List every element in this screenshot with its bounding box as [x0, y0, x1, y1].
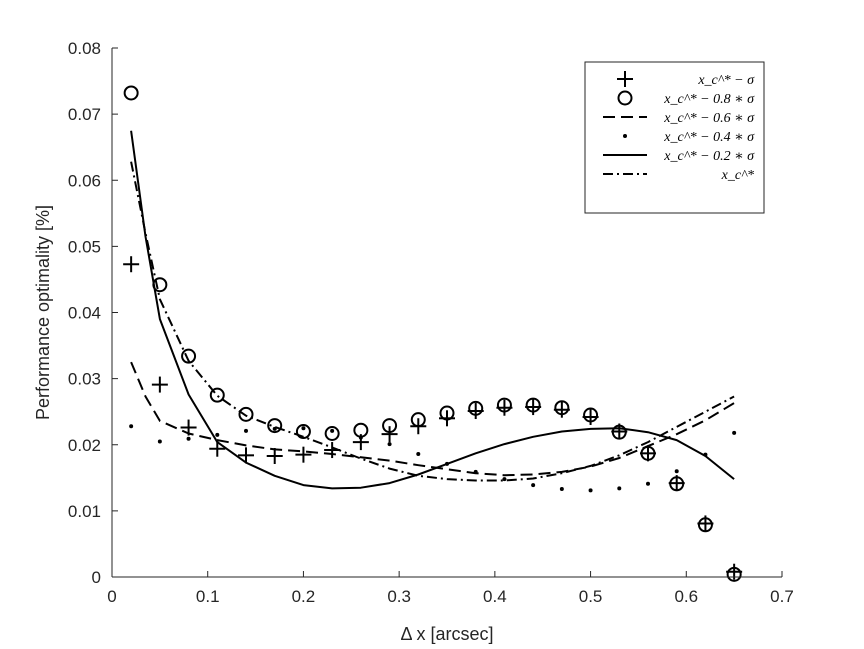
x-tick-label: 0.6 [674, 587, 698, 606]
legend-item: x_c^* − 0.4 ∗ σ [623, 130, 755, 145]
y-tick-label: 0.01 [68, 502, 101, 521]
series-6 [130, 161, 735, 482]
data-point [324, 426, 340, 442]
y-tick-label: 0.05 [68, 237, 101, 256]
legend-marker [623, 134, 627, 138]
data-point [244, 428, 248, 433]
data-point [238, 406, 254, 422]
data-point [123, 256, 140, 273]
data-point [669, 476, 685, 492]
data-point [267, 418, 283, 434]
legend-label: x_c^* − 0.2 ∗ σ [663, 149, 755, 164]
data-point [266, 447, 283, 464]
data-point [123, 85, 139, 101]
data-point [410, 412, 426, 428]
legend-box [584, 61, 765, 214]
data-point [554, 400, 570, 416]
data-point [295, 446, 312, 463]
data-point [611, 424, 627, 440]
legend-item: x_c^* − 0.2 ∗ σ [603, 149, 755, 164]
legend-item: x_c^* [603, 168, 754, 183]
legend-marker [617, 90, 633, 106]
series-line [130, 361, 735, 477]
series-line [130, 161, 735, 482]
legend-label: x_c^* [721, 168, 754, 183]
x-tick-label: 0.3 [387, 587, 411, 606]
data-point [502, 477, 507, 482]
data-point [583, 407, 599, 423]
x-axis-label: Δ x [arcsec] [400, 624, 493, 644]
data-point [617, 486, 622, 491]
data-point [531, 483, 536, 488]
data-point [157, 439, 162, 444]
x-tick-label: 0.4 [483, 587, 507, 606]
data-point [358, 435, 363, 440]
data-point [726, 566, 742, 582]
y-tick-label: 0.02 [68, 436, 101, 455]
series-line [130, 130, 735, 490]
x-tick-label: 0.5 [579, 587, 603, 606]
series-2 [123, 85, 742, 582]
y-tick-label: 0.07 [68, 105, 101, 124]
data-point [525, 397, 541, 413]
y-tick-label: 0 [92, 568, 101, 587]
data-point [646, 481, 650, 486]
series-4 [129, 424, 737, 493]
x-tick-label: 0.7 [770, 587, 794, 606]
x-tick-label: 0 [107, 587, 116, 606]
data-point [496, 397, 512, 413]
y-tick-label: 0.04 [68, 304, 101, 323]
data-point [151, 376, 168, 393]
data-point [295, 424, 311, 440]
data-point [588, 488, 593, 493]
x-tick-label: 0.2 [292, 587, 316, 606]
legend-label: x_c^* − 0.6 ∗ σ [663, 111, 755, 126]
data-point [215, 432, 220, 437]
data-point [382, 418, 398, 434]
data-point [238, 447, 254, 464]
data-point [181, 348, 197, 364]
legend-label: x_c^* − σ [697, 73, 755, 88]
data-point [439, 405, 455, 421]
x-tick-label: 0.1 [196, 587, 220, 606]
legend: x_c^* − σ x_c^* − 0.8 ∗ σ x_c^* − 0.6 ∗ σ x… [584, 61, 765, 214]
series-layer [123, 85, 743, 582]
data-point [674, 469, 679, 474]
data-point [129, 424, 134, 429]
data-point [697, 517, 713, 533]
legend-item: x_c^* − 0.6 ∗ σ [603, 111, 755, 126]
series-3 [130, 361, 735, 477]
legend-marker [617, 71, 633, 87]
data-point [640, 445, 656, 462]
axes-layer: 0 0.1 0.2 0.3 0.4 0.5 0.6 0.7 0 0.01 0.02 0.03 0.04 0… [68, 39, 794, 606]
data-point [473, 469, 478, 474]
data-point [559, 487, 564, 492]
y-tick-label: 0.06 [68, 171, 101, 190]
y-tick-label: 0.03 [68, 370, 101, 389]
data-point [330, 428, 335, 433]
y-axis-label: Performance optimality [%] [33, 205, 53, 420]
data-point [416, 452, 421, 457]
series-5 [130, 130, 735, 490]
data-point [439, 410, 455, 427]
y-tick-label: 0.08 [68, 39, 101, 58]
data-point [209, 387, 225, 403]
data-point [381, 426, 398, 443]
legend-label: x_c^* − 0.8 ∗ σ [663, 92, 755, 107]
data-point [186, 436, 191, 441]
data-point [732, 430, 737, 435]
data-point [387, 442, 392, 447]
data-point [468, 400, 484, 416]
data-point [301, 426, 306, 431]
legend-item: x_c^* − σ [617, 71, 755, 88]
legend-item: x_c^* − 0.8 ∗ σ [617, 90, 755, 107]
data-point [209, 440, 226, 457]
legend-label: x_c^* − 0.4 ∗ σ [663, 130, 755, 145]
